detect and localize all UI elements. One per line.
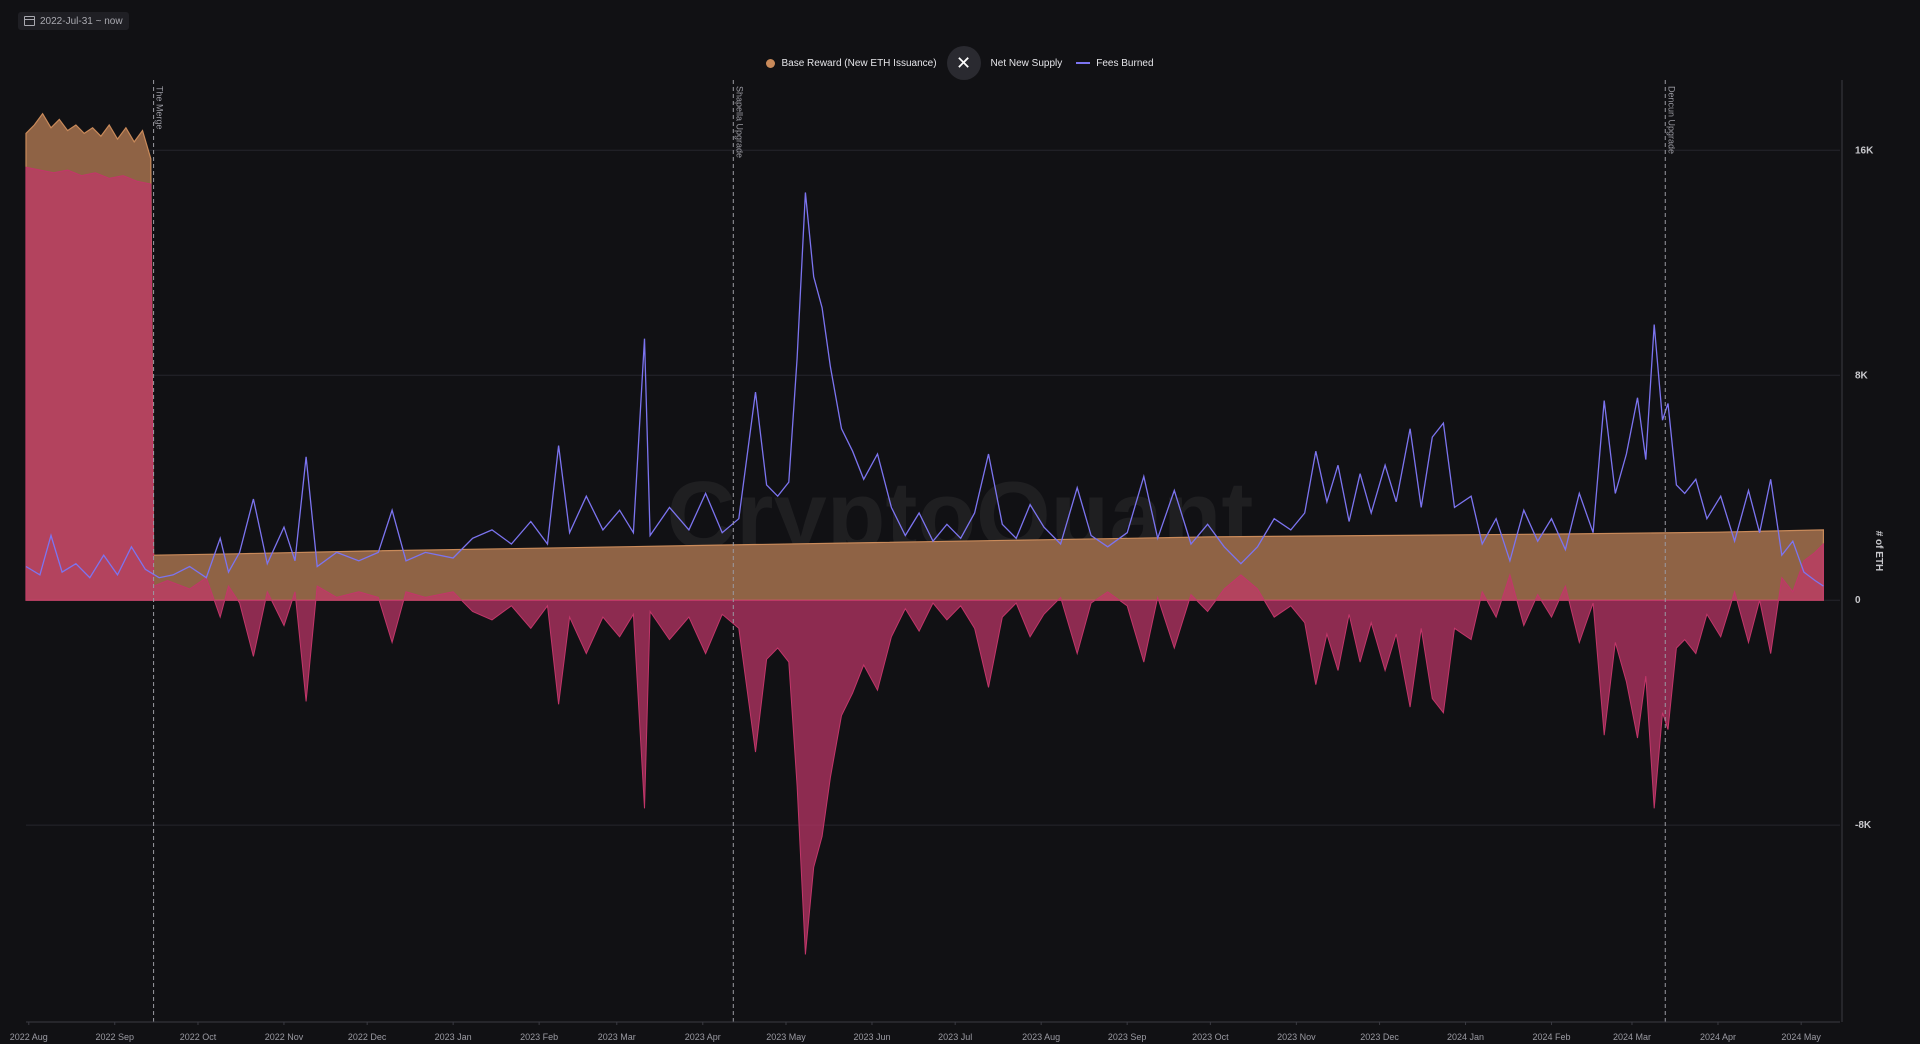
fees-burned-line (25, 192, 1824, 587)
legend-item-net-new-supply[interactable]: Net New Supply (991, 58, 1063, 69)
legend-label-base-reward: Base Reward (New ETH Issuance) (781, 57, 937, 69)
net-new-supply-area (25, 166, 1824, 955)
series-layer (25, 112, 1824, 955)
base-reward-area (25, 112, 1824, 601)
date-range-picker[interactable]: 2022-Jul-31 ~ now (18, 12, 129, 30)
x-tick-label-2023-Apr: 2023 Apr (685, 1032, 721, 1042)
x-tick-label-2023-Jun: 2023 Jun (853, 1032, 890, 1042)
x-tick-label-2022-Oct: 2022 Oct (180, 1032, 217, 1042)
x-tick-label-2022-Nov: 2022 Nov (265, 1032, 304, 1042)
y-tick-label-0: 0 (1855, 595, 1861, 606)
event-markers: The Merge Shapella Upgrade Dencun Upgrade (153, 80, 1676, 1022)
x-tick-label-2022-Aug: 2022 Aug (10, 1032, 48, 1042)
x-tick-label-2024-May: 2024 May (1781, 1032, 1821, 1042)
x-tick-label-2023-Aug: 2023 Aug (1022, 1032, 1060, 1042)
chart-legend: Base Reward (New ETH Issuance) ✕ Net New… (0, 46, 1920, 80)
x-tick-label-2023-Oct: 2023 Oct (1192, 1032, 1229, 1042)
y-tick-label-16K: 16K (1855, 145, 1874, 156)
x-tick-label-2022-Sep: 2022 Sep (95, 1032, 134, 1042)
x-tick-label-2024-Feb: 2024 Feb (1533, 1032, 1571, 1042)
x-tick-label-2023-Sep: 2023 Sep (1108, 1032, 1147, 1042)
legend-label-net-new-supply: Net New Supply (990, 57, 1063, 69)
y-axis-title: # of ETH (1873, 531, 1884, 572)
x-tick-label-2023-May: 2023 May (766, 1032, 806, 1042)
x-tick-label-2023-Feb: 2023 Feb (520, 1032, 558, 1042)
legend-label-fees-burned: Fees Burned (1096, 57, 1154, 69)
calendar-icon (24, 16, 35, 26)
legend-item-fees-burned[interactable]: Fees Burned (1076, 57, 1154, 69)
x-tick-label-2024-Mar: 2024 Mar (1613, 1032, 1651, 1042)
x-tick-label-2023-Jul: 2023 Jul (938, 1032, 972, 1042)
legend-item-base-reward[interactable]: Base Reward (New ETH Issuance) (766, 57, 937, 69)
date-range-label: 2022-Jul-31 ~ now (40, 15, 123, 27)
base-reward-dot-icon (766, 58, 776, 68)
x-tick-label-2023-Dec: 2023 Dec (1360, 1032, 1399, 1042)
y-tick-label-8K: 8K (1855, 370, 1869, 381)
x-tick-label-2023-Mar: 2023 Mar (598, 1032, 636, 1042)
x-tick-label-2022-Dec: 2022 Dec (348, 1032, 387, 1042)
event-label-the-merge: The Merge (155, 86, 165, 130)
event-label-dencun-upgrade: Dencun Upgrade (1666, 86, 1676, 154)
event-label-shapella-upgrade: Shapella Upgrade (734, 86, 744, 158)
x-tick-label-2024-Jan: 2024 Jan (1447, 1032, 1484, 1042)
x-tick-label-2023-Jan: 2023 Jan (435, 1032, 472, 1042)
y-tick-label--8K: -8K (1855, 820, 1872, 831)
axes: 16K 8K 0 -8K 2022 Aug 2022 Sep 2022 Oct 2022 No… (10, 80, 1874, 1042)
x-tick-label-2024-Apr: 2024 Apr (1700, 1032, 1736, 1042)
close-icon[interactable]: ✕ (946, 46, 981, 80)
x-tick-label-2023-Nov: 2023 Nov (1277, 1032, 1316, 1042)
fees-burned-line-icon (1076, 62, 1091, 64)
